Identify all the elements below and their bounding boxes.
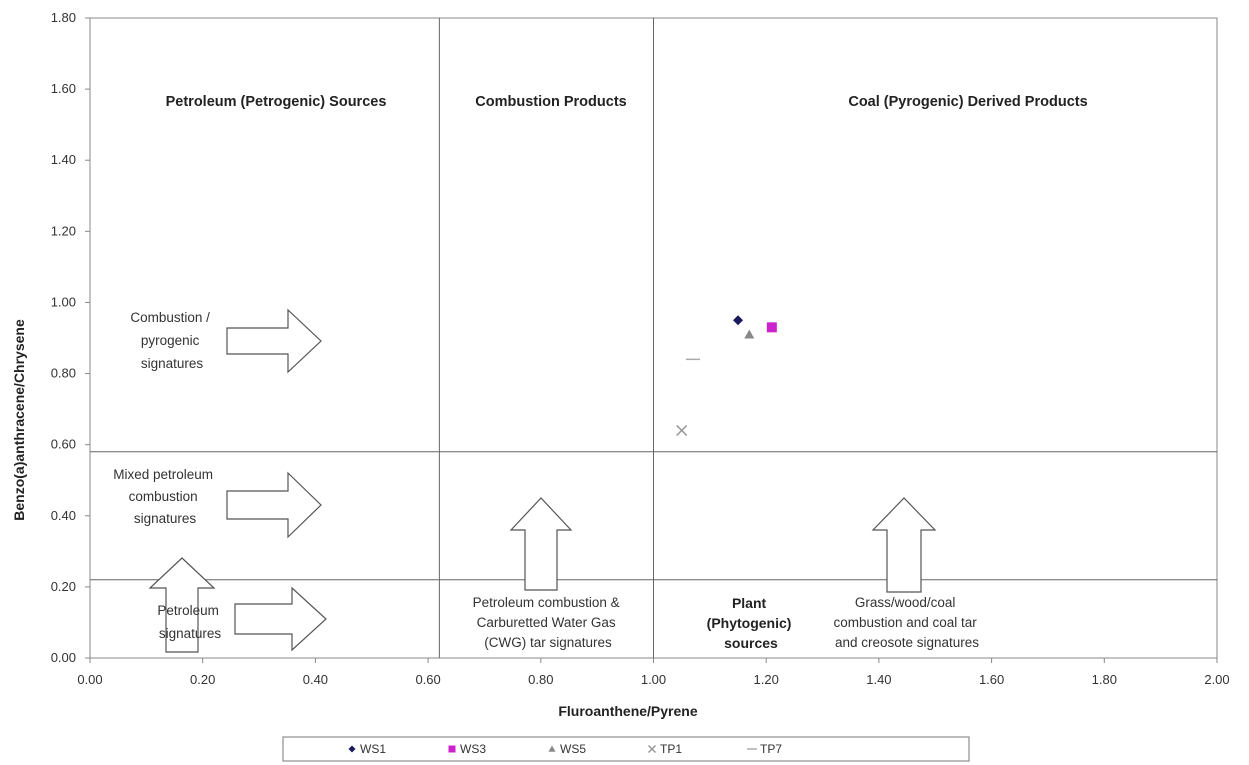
region-dividers bbox=[90, 18, 1217, 658]
legend-box bbox=[282, 736, 970, 762]
arrow-mixed-right bbox=[226, 471, 322, 539]
annotation-mixed-signatures: Mixed petroleum combustion signatures bbox=[113, 467, 217, 526]
legend-label-tp1: TP1 bbox=[660, 742, 682, 756]
region-title-petroleum: Petroleum (Petrogenic) Sources bbox=[166, 94, 387, 110]
y-tick-label: 0.80 bbox=[51, 366, 76, 381]
annotation-coal-tar-line-3: and creosote signatures bbox=[835, 635, 979, 650]
legend-label-ws1: WS1 bbox=[360, 742, 386, 756]
arrow-coal-up bbox=[871, 497, 937, 593]
annotation-cwg-line-2: Carburetted Water Gas bbox=[477, 615, 616, 630]
y-tick-label: 0.40 bbox=[51, 508, 76, 523]
annotation-combustion-line-3: signatures bbox=[141, 356, 204, 371]
legend-marker-ws3 bbox=[448, 745, 456, 753]
x-tick-label: 1.60 bbox=[979, 672, 1004, 687]
legend-label-tp7: TP7 bbox=[760, 742, 782, 756]
annotation-petroleum-line-1: Petroleum bbox=[157, 603, 219, 618]
annotation-coal-tar-signatures: Grass/wood/coal combustion and coal tar … bbox=[833, 595, 980, 650]
annotation-mixed-line-2: combustion bbox=[129, 489, 198, 504]
y-axis-title: Benzo(a)anthracene/Chrysene bbox=[11, 319, 27, 521]
data-point-tp1-stroke bbox=[676, 424, 688, 436]
y-tick-label: 0.00 bbox=[51, 650, 76, 665]
legend-marker-ws1 bbox=[348, 745, 356, 753]
annotation-plant-line-3: sources bbox=[724, 635, 778, 651]
region-title-combustion: Combustion Products bbox=[475, 94, 626, 110]
y-tick-label: 1.80 bbox=[51, 10, 76, 25]
data-point-ws1 bbox=[733, 315, 744, 326]
annotation-combustion-line-1: Combustion / bbox=[130, 310, 210, 325]
legend-marker-tp1 bbox=[647, 744, 657, 754]
x-tick-label: 1.80 bbox=[1092, 672, 1117, 687]
annotation-coal-tar-line-2: combustion and coal tar bbox=[833, 615, 977, 630]
annotation-plant-line-1: Plant bbox=[732, 595, 767, 611]
data-point-ws5 bbox=[744, 329, 755, 339]
arrow-combustion-right bbox=[226, 308, 322, 374]
y-tick-label: 1.40 bbox=[51, 152, 76, 167]
x-tick-label: 0.00 bbox=[77, 672, 102, 687]
x-tick-label: 1.20 bbox=[754, 672, 779, 687]
axis-ticks bbox=[85, 17, 1218, 663]
arrow-petroleum-right bbox=[234, 586, 327, 652]
x-tick-label: 0.20 bbox=[190, 672, 215, 687]
data-point-ws3 bbox=[766, 322, 777, 333]
x-tick-label: 1.00 bbox=[641, 672, 666, 687]
annotation-cwg-line-3: (CWG) tar signatures bbox=[484, 635, 612, 650]
legend-label-ws3: WS3 bbox=[460, 742, 486, 756]
y-tick-label: 1.60 bbox=[51, 81, 76, 96]
y-tick-labels: 0.00 0.20 0.40 0.60 0.80 1.00 1.20 1.40 1.60 1.80 bbox=[51, 10, 76, 665]
data-points bbox=[676, 315, 777, 436]
x-tick-label: 0.60 bbox=[415, 672, 440, 687]
x-tick-label: 1.40 bbox=[866, 672, 891, 687]
annotation-plant-line-2: (Phytogenic) bbox=[707, 615, 792, 631]
annotation-combustion-line-2: pyrogenic bbox=[141, 333, 200, 348]
arrow-cwg-up bbox=[509, 497, 573, 591]
legend-label-ws5: WS5 bbox=[560, 742, 586, 756]
legend-marker-tp1-stroke bbox=[647, 744, 657, 754]
annotation-plant-sources: Plant (Phytogenic) sources bbox=[707, 595, 796, 651]
legend-marker-ws5 bbox=[548, 745, 556, 752]
y-tick-label: 1.20 bbox=[51, 223, 76, 238]
x-tick-label: 2.00 bbox=[1204, 672, 1229, 687]
y-tick-label: 0.60 bbox=[51, 437, 76, 452]
arrow-petroleum-up bbox=[148, 557, 216, 653]
y-tick-label: 1.00 bbox=[51, 294, 76, 309]
region-title-coal: Coal (Pyrogenic) Derived Products bbox=[848, 94, 1087, 110]
annotation-coal-tar-line-1: Grass/wood/coal bbox=[855, 595, 956, 610]
annotation-mixed-line-1: Mixed petroleum bbox=[113, 467, 213, 482]
annotation-petroleum-signatures: Petroleum signatures bbox=[157, 603, 222, 641]
x-tick-label: 0.80 bbox=[528, 672, 553, 687]
annotation-mixed-line-3: signatures bbox=[134, 511, 197, 526]
annotation-petroleum-line-2: signatures bbox=[159, 626, 222, 641]
annotation-combustion-signatures: Combustion / pyrogenic signatures bbox=[130, 310, 213, 371]
data-point-tp1 bbox=[676, 424, 688, 436]
annotation-cwg-signatures: Petroleum combustion & Carburetted Water… bbox=[473, 595, 624, 650]
legend: WS1 WS3 WS5 TP1 TP7 bbox=[348, 742, 782, 756]
annotation-cwg-line-1: Petroleum combustion & bbox=[473, 595, 620, 610]
x-tick-labels: 0.00 0.20 0.40 0.60 0.80 1.00 1.20 1.40 1.60 1.80… bbox=[77, 672, 1229, 687]
y-tick-label: 0.20 bbox=[51, 579, 76, 594]
x-axis-title: Fluroanthene/Pyrene bbox=[558, 703, 697, 719]
x-tick-label: 0.40 bbox=[303, 672, 328, 687]
